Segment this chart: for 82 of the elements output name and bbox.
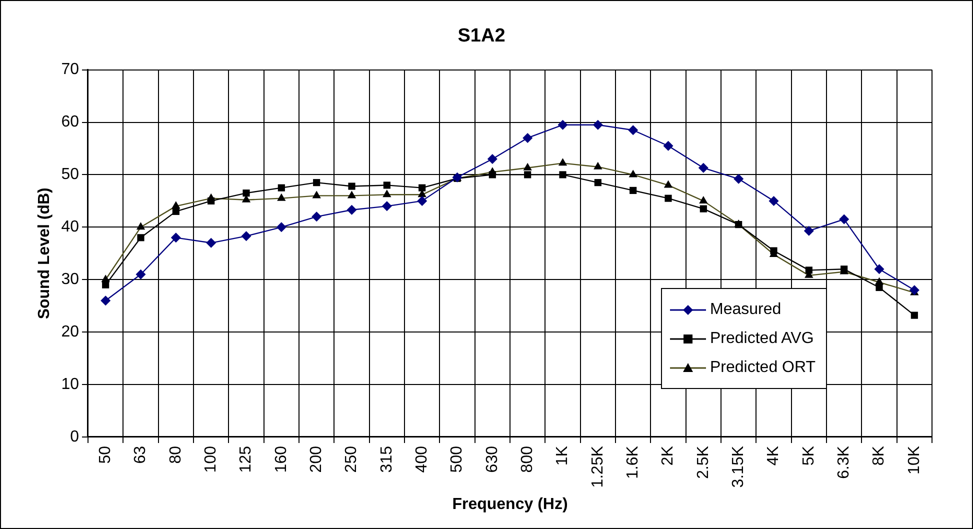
point [628,125,638,136]
x-tick-label: 63 [132,446,150,464]
x-tick-label: 1.6K [624,446,642,479]
x-tick-label: 200 [308,446,325,473]
x-tick-label: 10K [906,446,923,474]
y-tick-label: 30 [61,271,80,288]
y-tick-label: 10 [61,376,80,393]
x-tick-label: 1K [554,446,572,466]
x-tick-label: 250 [343,446,360,473]
x-tick-label: 50 [96,446,114,464]
legend-label: Predicted AVG [710,330,814,347]
y-tick-label: 70 [61,61,80,78]
point [558,120,568,130]
point [524,171,532,178]
point [346,204,357,215]
point [208,197,215,204]
point [348,182,356,190]
y-tick-label: 20 [61,323,80,340]
point [242,190,250,197]
x-tick-label: 100 [202,446,220,473]
x-tick-label: 800 [518,446,536,473]
point [664,194,672,202]
point [768,196,779,206]
y-axis-title: Sound Level (dB) [36,188,54,320]
point [172,208,180,215]
point [910,312,918,319]
point [313,179,320,186]
point [418,184,426,192]
point [594,179,602,186]
point [770,247,778,254]
point [876,284,883,292]
y-tick-label: 50 [61,166,80,184]
point [276,222,286,232]
point [100,296,111,306]
x-tick-label: 2K [660,446,677,466]
point [312,212,322,222]
legend-label: Measured [710,301,782,318]
point [805,266,812,274]
x-tick-label: 400 [413,446,430,473]
point [136,269,146,280]
y-tick-label: 0 [70,428,80,446]
x-tick-label: 8K [870,446,888,466]
point [874,264,884,274]
x-tick-label: 630 [484,446,501,473]
point [909,285,920,296]
point [383,182,390,189]
point [170,232,181,243]
x-tick-label: 500 [448,446,466,473]
point [241,231,252,242]
point [488,171,496,178]
point [700,205,707,212]
point [137,234,144,242]
point [522,132,533,143]
y-tick-label: 40 [61,218,80,236]
point [734,174,744,184]
x-tick-label: 80 [167,446,184,464]
point [102,281,110,288]
point [278,184,285,192]
point [804,226,814,236]
point [663,140,674,151]
y-tick-label: 60 [61,114,80,131]
x-tick-label: 6.3K [835,446,852,479]
chart-title: S1A2 [458,26,506,47]
x-tick-label: 125 [238,446,255,473]
x-axis-title: Frequency (Hz) [452,496,568,513]
point [417,196,428,206]
x-tick-label: 160 [272,446,290,473]
point [559,171,566,178]
x-tick-label: 1.25K [589,446,606,488]
point [630,186,637,194]
x-tick-label: 2.5K [694,446,712,479]
point [592,120,603,130]
point [839,214,850,224]
x-tick-label: 3.15K [730,446,747,488]
point [382,201,392,212]
point [698,162,708,173]
legend-label: Predicted ORT [710,359,816,376]
point [206,238,216,248]
x-tick-label: 4K [765,446,782,466]
x-tick-label: 5K [800,446,818,466]
x-tick-label: 315 [378,446,396,473]
point [487,154,498,164]
